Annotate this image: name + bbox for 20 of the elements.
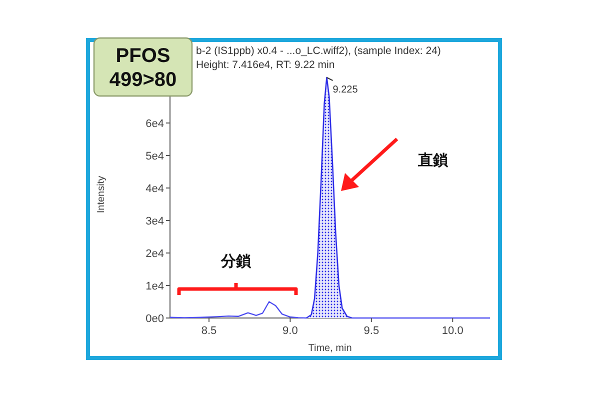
x-axis-title: Time, min bbox=[308, 343, 352, 354]
y-tick-label: 1e4 bbox=[146, 280, 164, 292]
annotation: 9.225 bbox=[332, 84, 358, 96]
y-tick-label: 3e4 bbox=[146, 216, 164, 228]
y-axis-title: Intensity bbox=[96, 176, 107, 214]
y-tick-label: 2e4 bbox=[146, 248, 164, 260]
annotation: 直鎖 bbox=[417, 152, 449, 169]
annotation: 分鎖 bbox=[220, 253, 252, 270]
y-tick-label: 5e4 bbox=[146, 150, 164, 162]
x-tick-label: 8.5 bbox=[201, 325, 217, 337]
chart-subtitle: Height: 7.416e4, RT: 9.22 min bbox=[196, 59, 335, 71]
x-tick-label: 10.0 bbox=[442, 325, 464, 337]
annotation: PFOS 499>80 bbox=[109, 45, 177, 91]
chart-title: b-2 (IS1ppb) x0.4 - ...o_LC.wiff2), (sample Index: 24) bbox=[196, 45, 441, 57]
y-tick-label: 6e4 bbox=[146, 118, 164, 130]
x-tick-label: 9.5 bbox=[364, 325, 380, 337]
x-tick-label: 9.0 bbox=[282, 325, 298, 337]
y-tick-label: 0e0 bbox=[146, 313, 164, 325]
y-tick-label: 4e4 bbox=[146, 183, 164, 195]
line-series bbox=[169, 301, 308, 319]
